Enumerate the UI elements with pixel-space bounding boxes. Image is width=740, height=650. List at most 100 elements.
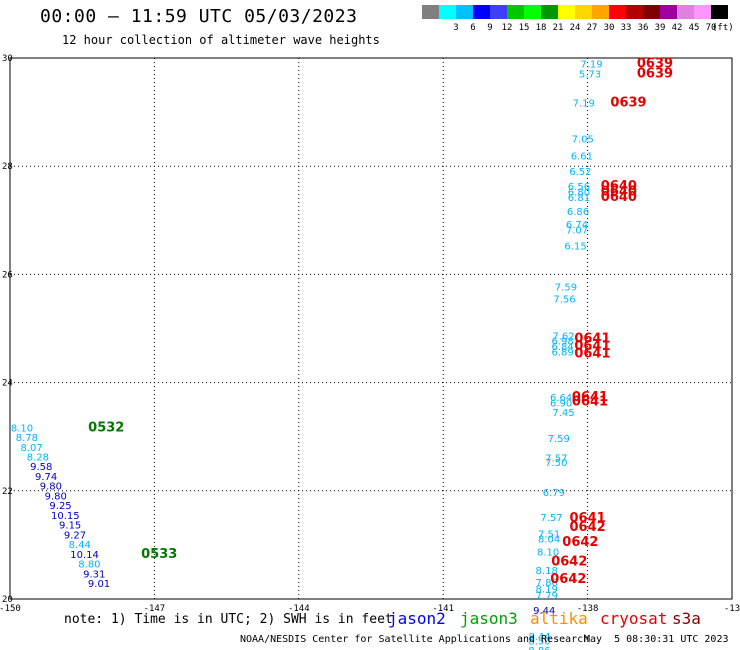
wave-height-point: 8.28 [27,453,49,464]
pass-time-label: 0641 [572,390,608,405]
wave-height-point: 7.19 [580,60,602,71]
color-scale-swatch [473,5,490,19]
wave-height-point: 8.18 [536,566,558,577]
pass-time-label: 0642 [562,535,598,550]
wave-height-point: 8.10 [537,548,559,559]
y-tick-label: 22 [2,487,13,497]
pass-time-label: 0639 [610,96,646,111]
wave-height-point: 9.58 [30,462,52,473]
color-scale-label: 27 [586,23,598,33]
wave-height-point: 7.59 [548,434,570,445]
wave-height-point: 8.07 [21,443,43,454]
y-tick-label: 20 [2,595,13,605]
wave-height-point: 8.78 [16,433,38,444]
wave-height-point: 7.79 [536,591,558,602]
wave-height-point: 6.86 [567,207,589,218]
pass-time-label: 0642 [551,554,587,569]
color-scale-label: 45 [688,23,700,33]
wave-height-point: 6.74 [566,220,588,231]
wave-height-point: 7.51 [538,529,560,540]
wave-height-point: 7.45 [552,408,574,419]
wave-height-point: 8.19 [536,585,558,596]
color-scale-unit: (ft) [712,23,734,33]
pass-time-label: 0640 [601,184,637,199]
pass-time-label: 0642 [550,572,586,587]
wave-height-point: 6.81 [568,193,590,204]
color-scale-label: 24 [569,23,581,33]
wave-height-point: 7.05 [572,134,594,145]
color-scale-label: 9 [487,23,493,33]
wave-height-point: 9.31 [83,569,105,580]
wave-height-point: 6.56 [568,182,590,193]
footer-note: note: 1) Time is in UTC; 2) SWH is in fe… [64,612,393,627]
color-scale-label: 15 [518,23,530,33]
color-scale-swatch [524,5,541,19]
wave-height-point: 8.44 [528,632,550,643]
color-scale-label: 36 [637,23,649,33]
color-scale-label: 6 [470,23,476,33]
wave-height-point: 6.79 [543,488,565,499]
wave-height-point: 7.50 [545,458,567,469]
plot-frame [9,57,733,600]
color-scale-swatch [626,5,643,19]
pass-time-label: 0641 [574,339,610,354]
legend-altika: altika [530,609,588,628]
color-scale-swatch [660,5,677,19]
pass-time-label: 0641 [572,394,608,409]
color-scale-swatch [490,5,507,19]
wave-height-point: 8.50 [528,636,550,647]
wave-height-point: 8.04 [538,535,560,546]
color-scale-swatch [558,5,575,19]
legend-jason3: jason3 [460,609,518,628]
wave-height-point: 8.80 [78,560,100,571]
wave-height-point: 6.89 [551,348,573,359]
y-tick-label: 24 [2,379,13,389]
color-scale-swatch [711,5,728,19]
generated-timestamp: May 5 08:30:31 UTC 2023 [584,634,729,645]
color-scale-swatch [694,5,711,19]
legend-s3a: s3a [672,609,701,628]
legend-jason2: jason2 [388,609,446,628]
pass-time-label: 0641 [570,511,606,526]
legend-cryosat: cryosat [600,609,668,628]
wave-height-point: 9.25 [49,501,71,512]
wave-height-point: 6.61 [571,152,593,163]
pass-time-label: 0639 [637,66,673,81]
wave-height-point: 9.44 [533,606,555,617]
wave-height-point: 6.52 [569,167,591,178]
wave-height-point: 6.84 [551,342,573,353]
x-tick-label: -144 [288,604,310,614]
wave-height-point: 8.44 [69,540,91,551]
wave-height-point: 7.07 [566,225,588,236]
pass-time-label: 0642 [570,520,606,535]
x-tick-label: -13 [724,604,740,614]
x-tick-label: -150 [0,604,21,614]
wave-height-point: 6.64 [550,393,572,404]
color-scale-swatch [592,5,609,19]
wave-height-point: 10.14 [70,550,99,561]
y-tick-label: 28 [2,162,13,172]
color-scale-label: 70 [705,23,717,33]
color-scale-swatch [541,5,558,19]
wave-height-point: 8.86 [528,646,550,650]
wave-height-point: 6.90 [550,398,572,409]
wave-height-point: 6.80 [568,187,590,198]
pass-time-label: 0641 [574,347,610,362]
wave-height-point: 6.98 [551,337,573,348]
color-scale-swatch [507,5,524,19]
color-scale-swatch [609,5,626,19]
x-tick-label: -147 [144,604,166,614]
wave-height-point: 5.73 [579,69,601,80]
wave-height-point: 7.59 [555,283,577,294]
wave-height-point: 9.80 [40,482,62,493]
pass-time-label: 0641 [574,332,610,347]
color-scale-label: 21 [552,23,564,33]
color-scale-label: 18 [535,23,547,33]
pass-time-label: 0532 [88,420,124,435]
wave-height-point: 9.80 [45,491,67,502]
color-scale-label: 3 [453,23,459,33]
wave-height-point: 9.15 [59,521,81,532]
wave-height-point: 10.15 [51,511,80,522]
x-tick-label: -141 [432,604,454,614]
